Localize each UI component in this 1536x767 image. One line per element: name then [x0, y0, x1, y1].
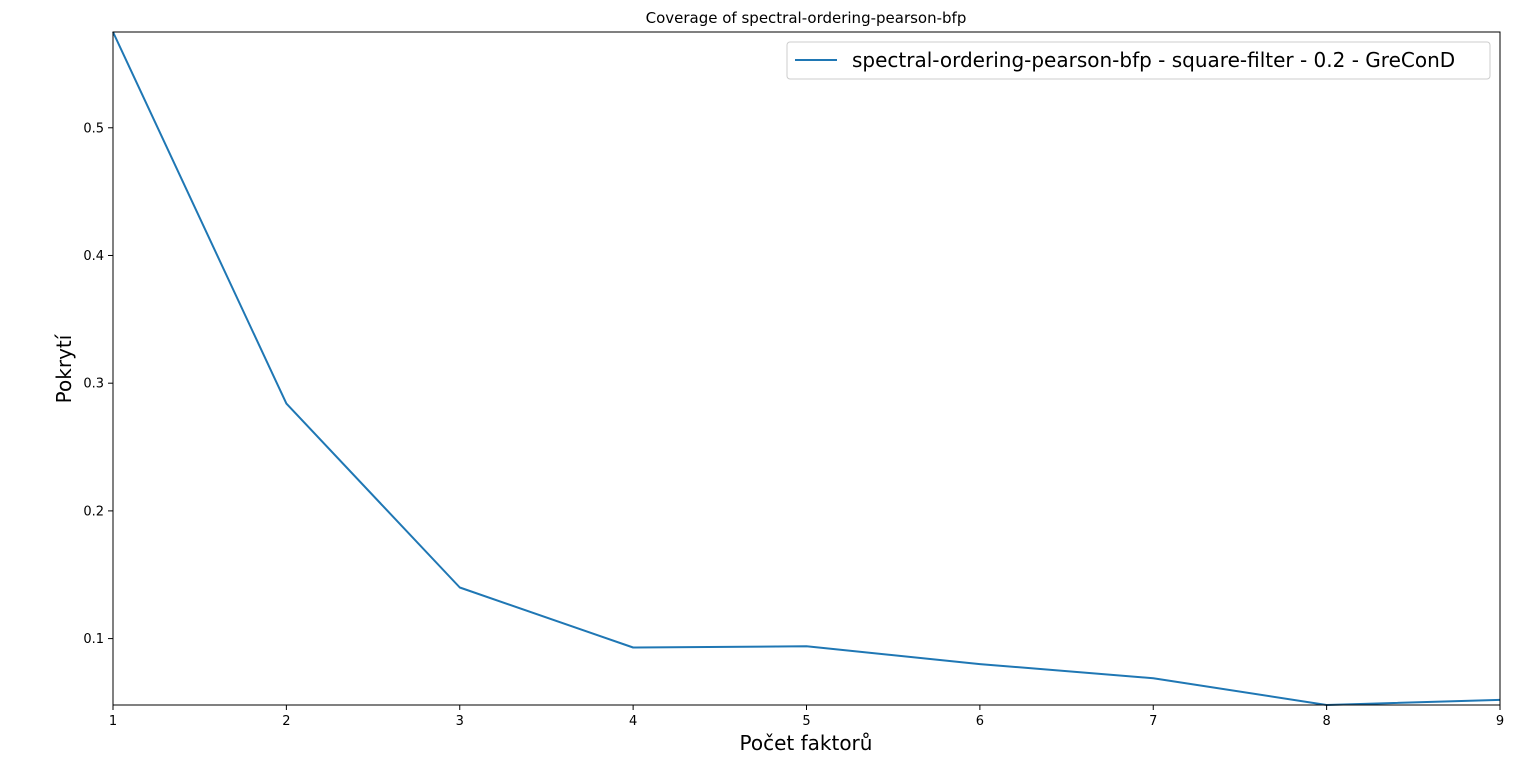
y-axis-label: Pokrytí [52, 333, 76, 403]
plot-area: 1 2 3 4 5 6 7 8 9 0.1 0.2 0.3 0.4 0.5 [83, 31, 1504, 729]
y-tick-label: 0.3 [83, 377, 104, 392]
x-tick-label: 8 [1322, 714, 1330, 729]
series-layer [112, 31, 1501, 706]
chart-title: Coverage of spectral-ordering-pearson-bf… [646, 9, 967, 27]
x-tick-label: 9 [1496, 714, 1504, 729]
y-tick-label: 0.2 [83, 504, 104, 519]
x-tick-label: 4 [629, 714, 637, 729]
plot-frame [112, 31, 1501, 706]
x-axis-ticks: 1 2 3 4 5 6 7 8 9 [109, 705, 1504, 729]
x-tick-label: 2 [282, 714, 290, 729]
x-axis-label: Počet faktorů [740, 731, 873, 755]
y-axis-ticks: 0.1 0.2 0.3 0.4 0.5 [83, 121, 113, 647]
y-tick-label: 0.4 [83, 249, 104, 264]
legend: spectral-ordering-pearson-bfp - square-f… [786, 41, 1491, 80]
y-tick-label: 0.1 [83, 632, 104, 647]
legend-label: spectral-ordering-pearson-bfp - square-f… [852, 48, 1455, 72]
legend-box [786, 41, 1491, 80]
x-tick-label: 1 [109, 714, 117, 729]
series-line-0 [112, 31, 1501, 706]
x-tick-label: 3 [456, 714, 464, 729]
x-tick-label: 5 [802, 714, 810, 729]
y-tick-label: 0.5 [83, 121, 104, 136]
x-tick-label: 7 [1149, 714, 1157, 729]
x-tick-label: 6 [976, 714, 984, 729]
